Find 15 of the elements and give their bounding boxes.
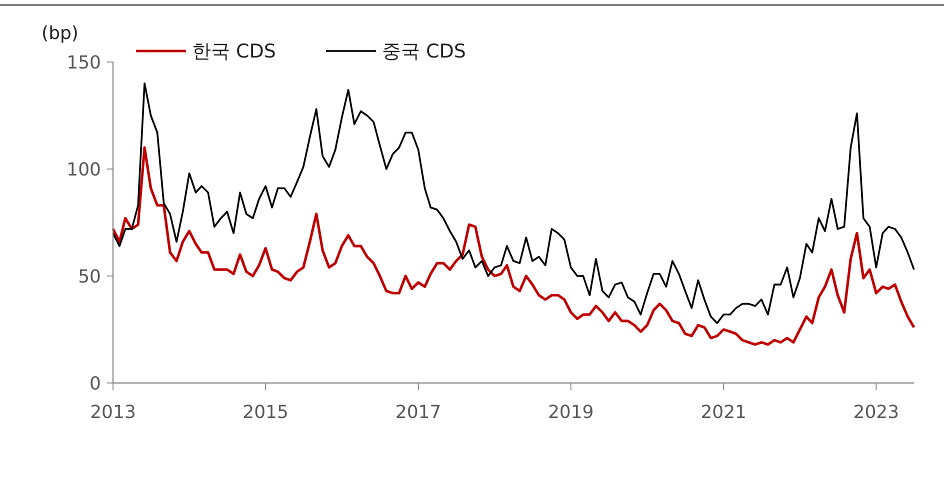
line-series [112, 82, 915, 324]
x-tick-label: 2019 [548, 402, 594, 423]
y-tick-label: 100 [66, 159, 101, 180]
y-axis-title: (bp) [42, 23, 78, 44]
x-tick-label: 2017 [395, 402, 442, 423]
x-tick-label: 2021 [700, 402, 747, 423]
y-tick-label: 150 [66, 52, 101, 74]
y-tick-label: 50 [78, 266, 101, 288]
x-tick-label: 2023 [853, 402, 900, 423]
legend-label: 중국 CDS [382, 40, 466, 63]
x-tick-label: 2015 [242, 402, 288, 423]
line-series [112, 146, 916, 346]
legend-label: 한국 CDS [192, 40, 276, 63]
y-tick-label: 0 [90, 373, 101, 394]
x-tick-label: 2013 [90, 402, 136, 423]
